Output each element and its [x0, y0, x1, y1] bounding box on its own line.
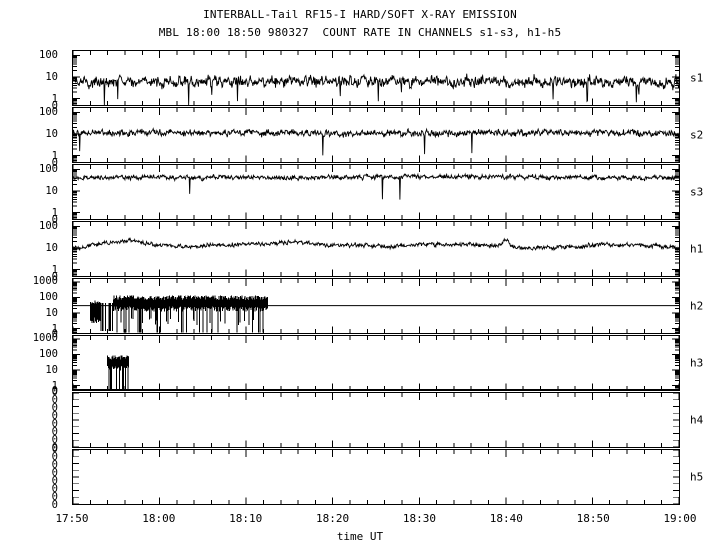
- channel-label-h4: h4: [690, 413, 704, 427]
- y-tick-label-h4-5: 0: [51, 426, 58, 438]
- y-tick-label-h3-4: 0: [51, 385, 58, 397]
- y-tick-label-s2-0: 100: [39, 105, 58, 118]
- y-tick-label-h5-0: 0: [51, 443, 58, 455]
- y-tick-label-s1-2: 1: [51, 93, 58, 106]
- y-tick-label-h4-0: 0: [51, 386, 58, 398]
- y-tick-label-s1-0: 100: [39, 48, 58, 61]
- x-tick-label-7: 19:00: [663, 512, 697, 525]
- y-tick-label-s2-1: 10: [45, 127, 58, 140]
- y-tick-label-h1-3: 0: [51, 271, 58, 283]
- y-tick-label-h5-1: 0: [51, 451, 58, 463]
- x-tick-label-3: 18:20: [316, 512, 350, 525]
- panel-s2: [72, 107, 680, 163]
- y-tick-label-s3-3: 0: [51, 214, 58, 226]
- panel-s1: [72, 50, 680, 106]
- y-tick-label-h1-0: 100: [39, 219, 58, 232]
- channel-label-h2: h2: [690, 299, 704, 313]
- x-tick-label-2: 18:10: [229, 512, 263, 525]
- y-tick-label-h2-0: 1000: [32, 275, 58, 288]
- page-title: INTERBALL-Tail RF15-I HARD/SOFT X-RAY EM…: [203, 8, 517, 21]
- y-tick-label-h4-2: 0: [51, 402, 58, 414]
- panel-h2: [72, 278, 680, 334]
- y-tick-label-h2-2: 10: [45, 307, 58, 320]
- y-tick-label-h5-7: 0: [51, 499, 58, 511]
- y-tick-label-s2-2: 1: [51, 150, 58, 163]
- y-tick-label-s1-1: 10: [45, 70, 58, 83]
- y-tick-label-h3-3: 1: [51, 380, 58, 393]
- y-tick-label-h5-6: 0: [51, 491, 58, 503]
- y-tick-label-h2-4: 0: [51, 328, 58, 340]
- y-tick-label-h3-1: 100: [39, 348, 58, 361]
- channel-label-s1: s1: [690, 71, 704, 85]
- panel-h5: [72, 449, 680, 505]
- y-tick-label-s3-0: 100: [39, 162, 58, 175]
- y-tick-label-s3-1: 10: [45, 184, 58, 197]
- y-tick-label-h4-7: 0: [51, 442, 58, 454]
- y-tick-label-h4-1: 0: [51, 394, 58, 406]
- y-tick-label-h1-2: 1: [51, 264, 58, 277]
- channel-label-h5: h5: [690, 470, 704, 484]
- panel-h1: [72, 221, 680, 277]
- x-axis-title: time UT: [336, 530, 384, 543]
- y-tick-label-h4-4: 0: [51, 418, 58, 430]
- y-tick-label-h4-3: 0: [51, 410, 58, 422]
- y-tick-label-h5-4: 0: [51, 475, 58, 487]
- y-tick-label-s3-2: 1: [51, 207, 58, 220]
- y-tick-label-s1-3: 0: [51, 100, 58, 112]
- panel-stack: [72, 50, 680, 505]
- x-tick-label-1: 18:00: [142, 512, 176, 525]
- x-tick-label-6: 18:50: [576, 512, 610, 525]
- y-tick-label-h5-3: 0: [51, 467, 58, 479]
- y-tick-label-s2-3: 0: [51, 157, 58, 169]
- panel-h4: [72, 392, 680, 448]
- panel-h3: [72, 335, 680, 391]
- y-tick-label-h5-5: 0: [51, 483, 58, 495]
- y-tick-label-h3-0: 1000: [32, 332, 58, 345]
- y-tick-label-h1-1: 10: [45, 241, 58, 254]
- x-tick-label-0: 17:50: [55, 512, 89, 525]
- y-tick-label-h2-1: 100: [39, 291, 58, 304]
- page-subtitle: MBL 18:00 18:50 980327 COUNT RATE IN CHA…: [158, 26, 562, 39]
- channel-label-h3: h3: [690, 356, 704, 370]
- y-tick-label-h5-2: 0: [51, 459, 58, 471]
- x-tick-label-5: 18:40: [489, 512, 523, 525]
- x-tick-label-4: 18:30: [402, 512, 436, 525]
- y-tick-label-h2-3: 1: [51, 323, 58, 336]
- panel-s3: [72, 164, 680, 220]
- channel-label-s3: s3: [690, 185, 704, 199]
- y-tick-label-h4-6: 0: [51, 434, 58, 446]
- channel-label-s2: s2: [690, 128, 704, 142]
- channel-label-h1: h1: [690, 242, 704, 256]
- y-tick-label-h3-2: 10: [45, 364, 58, 377]
